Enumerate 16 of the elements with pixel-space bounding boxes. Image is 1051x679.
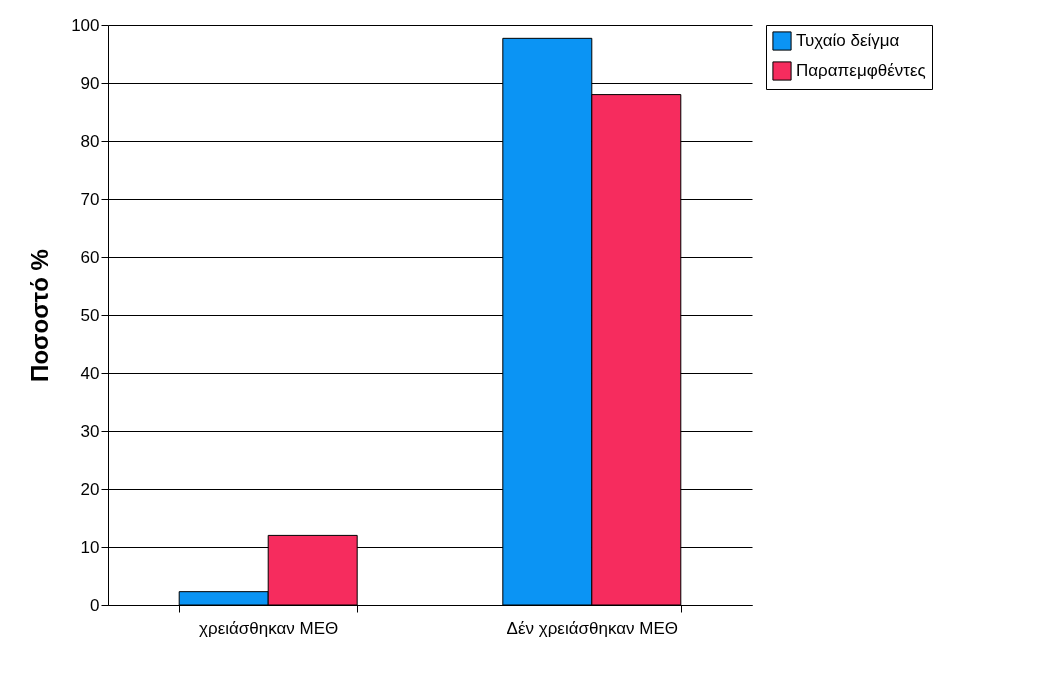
y-tick-label: 80 [80, 131, 100, 151]
x-tick-label: χρειάσθηκαν ΜΕΘ [199, 618, 339, 638]
x-tick-label: Δέν χρειάσθηκαν ΜΕΘ [506, 618, 679, 638]
y-tick-label: 30 [80, 421, 100, 441]
y-tick-label: 60 [80, 247, 100, 267]
y-tick-label: 50 [80, 305, 100, 325]
y-tick-label: 40 [80, 363, 100, 383]
y-axis-title: Ποσοστό % [26, 249, 54, 382]
y-tick-label: 0 [90, 595, 100, 615]
legend-label: Τυχαίο δείγμα [796, 31, 900, 50]
y-tick-label: 90 [80, 73, 100, 93]
y-tick-label: 10 [80, 537, 100, 557]
y-tick-label: 20 [80, 479, 100, 499]
legend-label: Παραπεμφθέντες [796, 61, 926, 80]
y-tick-label: 70 [80, 189, 100, 209]
y-tick-label: 100 [71, 15, 100, 35]
